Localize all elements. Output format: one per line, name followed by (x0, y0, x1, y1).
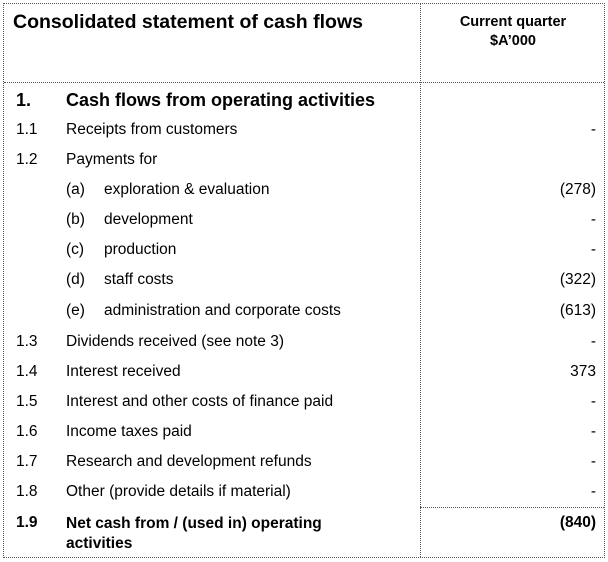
row-value: - (590, 241, 596, 258)
header-divider (4, 82, 604, 83)
row-letter: (d) (66, 271, 85, 288)
row-letter: (e) (66, 302, 85, 319)
row-label: staff costs (104, 271, 174, 288)
row-value: 373 (570, 363, 596, 380)
row-label: production (104, 241, 177, 258)
row-value: - (590, 393, 596, 410)
row-label: Interest and other costs of finance paid (66, 393, 334, 410)
column-divider (420, 4, 421, 557)
row-letter: (b) (66, 211, 85, 228)
cash-flow-table: Consolidated statement of cash flows Cur… (3, 3, 605, 558)
total-label-line1: Net cash from / (used in) operating (66, 515, 322, 532)
row-label: Other (provide details if material) (66, 483, 291, 500)
row-label: Interest received (66, 363, 181, 380)
row-value: - (590, 333, 596, 350)
row-number: 1.4 (16, 363, 38, 380)
total-number: 1.9 (16, 514, 38, 531)
row-number: 1.1 (16, 121, 38, 138)
row-value: (278) (559, 181, 596, 198)
row-label: Payments for (66, 151, 158, 168)
row-letter: (c) (66, 241, 85, 258)
total-label-line2: activities (66, 535, 133, 552)
total-value: (840) (559, 514, 596, 531)
total-divider (420, 507, 604, 508)
row-value: - (590, 211, 596, 228)
row-label: Research and development refunds (66, 453, 312, 470)
row-letter: (a) (66, 181, 85, 198)
row-number: 1.7 (16, 453, 38, 470)
row-value: - (590, 121, 596, 138)
row-value: - (590, 423, 596, 440)
column-header-line1: Current quarter (459, 14, 567, 30)
column-header-line2: $A’000 (490, 33, 536, 49)
row-label: development (104, 211, 193, 228)
column-header: Current quarter $A’000 (421, 13, 605, 51)
row-number: 1.2 (16, 151, 38, 168)
row-number: 1.5 (16, 393, 38, 410)
section-label: Cash flows from operating activities (66, 90, 376, 110)
row-value: - (590, 483, 596, 500)
row-label: Income taxes paid (66, 423, 192, 440)
row-number: 1.3 (16, 333, 38, 350)
row-label: Receipts from customers (66, 121, 238, 138)
row-label: Dividends received (see note 3) (66, 333, 284, 350)
total-label: Net cash from / (used in) operating acti… (66, 514, 322, 554)
row-value: (322) (559, 271, 596, 288)
row-value: - (590, 453, 596, 470)
row-value: (613) (559, 302, 596, 319)
row-number: 1.6 (16, 423, 38, 440)
row-label: administration and corporate costs (104, 302, 341, 319)
table-title: Consolidated statement of cash flows (13, 11, 363, 33)
row-label: exploration & evaluation (104, 181, 270, 198)
section-number: 1. (16, 90, 32, 110)
row-number: 1.8 (16, 483, 38, 500)
